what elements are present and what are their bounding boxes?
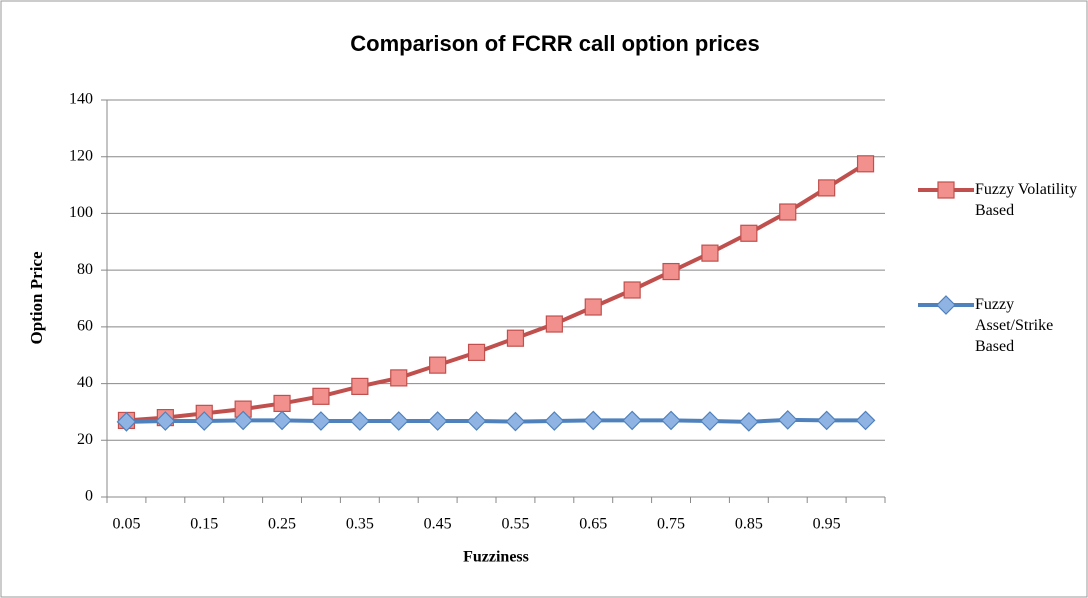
- marker: [311, 411, 331, 431]
- marker: [506, 329, 525, 347]
- marker: [701, 244, 719, 262]
- x-tick-label: 0.55: [501, 516, 529, 533]
- marker: [583, 410, 604, 431]
- y-tick-label: 80: [77, 261, 93, 278]
- legend-label: Fuzzy Volatility Based: [975, 181, 1078, 219]
- x-axis-label: Fuzziness: [463, 549, 529, 566]
- marker: [779, 203, 797, 221]
- marker: [466, 411, 487, 431]
- marker: [427, 411, 448, 431]
- y-tick-label: 100: [69, 204, 93, 221]
- y-tick-label: 40: [77, 374, 93, 391]
- marker: [312, 387, 330, 405]
- y-tick-label: 140: [69, 91, 93, 108]
- y-tick-label: 20: [77, 431, 93, 448]
- marker: [662, 262, 680, 281]
- marker: [351, 377, 369, 396]
- marker: [505, 411, 526, 432]
- marker: [194, 411, 215, 431]
- x-tick-label: 0.65: [579, 516, 607, 533]
- marker: [429, 356, 447, 374]
- y-tick-label: 0: [85, 488, 93, 505]
- y-tick-label: 120: [69, 147, 93, 164]
- marker: [544, 411, 565, 431]
- marker: [390, 369, 408, 387]
- marker: [937, 181, 955, 199]
- marker: [273, 394, 291, 413]
- x-tick-label: 0.05: [112, 516, 140, 533]
- marker: [816, 410, 837, 431]
- x-tick-label: 0.45: [424, 516, 452, 533]
- marker: [116, 412, 137, 432]
- legend-label: Fuzzy Asset/Strike Based: [975, 296, 1054, 355]
- x-tick-label: 0.35: [346, 516, 374, 533]
- marker: [739, 412, 759, 432]
- marker: [936, 295, 956, 315]
- y-tick-label: 60: [77, 318, 93, 335]
- x-tick-label: 0.75: [657, 516, 685, 533]
- x-tick-label: 0.85: [735, 516, 763, 533]
- chart-title: Comparison of FCRR call option prices: [350, 31, 759, 56]
- marker: [777, 410, 798, 430]
- marker: [818, 179, 836, 197]
- marker: [467, 343, 486, 361]
- x-tick-label: 0.15: [190, 516, 218, 533]
- marker: [740, 224, 758, 242]
- marker: [623, 281, 641, 299]
- marker: [272, 410, 292, 431]
- x-tick-label: 0.95: [813, 516, 841, 533]
- marker: [388, 411, 409, 431]
- marker: [350, 411, 370, 431]
- marker: [233, 410, 253, 431]
- marker: [545, 315, 563, 333]
- marker: [622, 410, 642, 431]
- marker: [584, 298, 602, 316]
- x-tick-label: 0.25: [268, 516, 296, 533]
- y-axis-label: Option Price: [27, 251, 46, 344]
- marker: [855, 410, 876, 431]
- marker: [155, 411, 176, 431]
- marker: [700, 411, 720, 431]
- marker: [661, 410, 681, 431]
- marker: [856, 155, 875, 173]
